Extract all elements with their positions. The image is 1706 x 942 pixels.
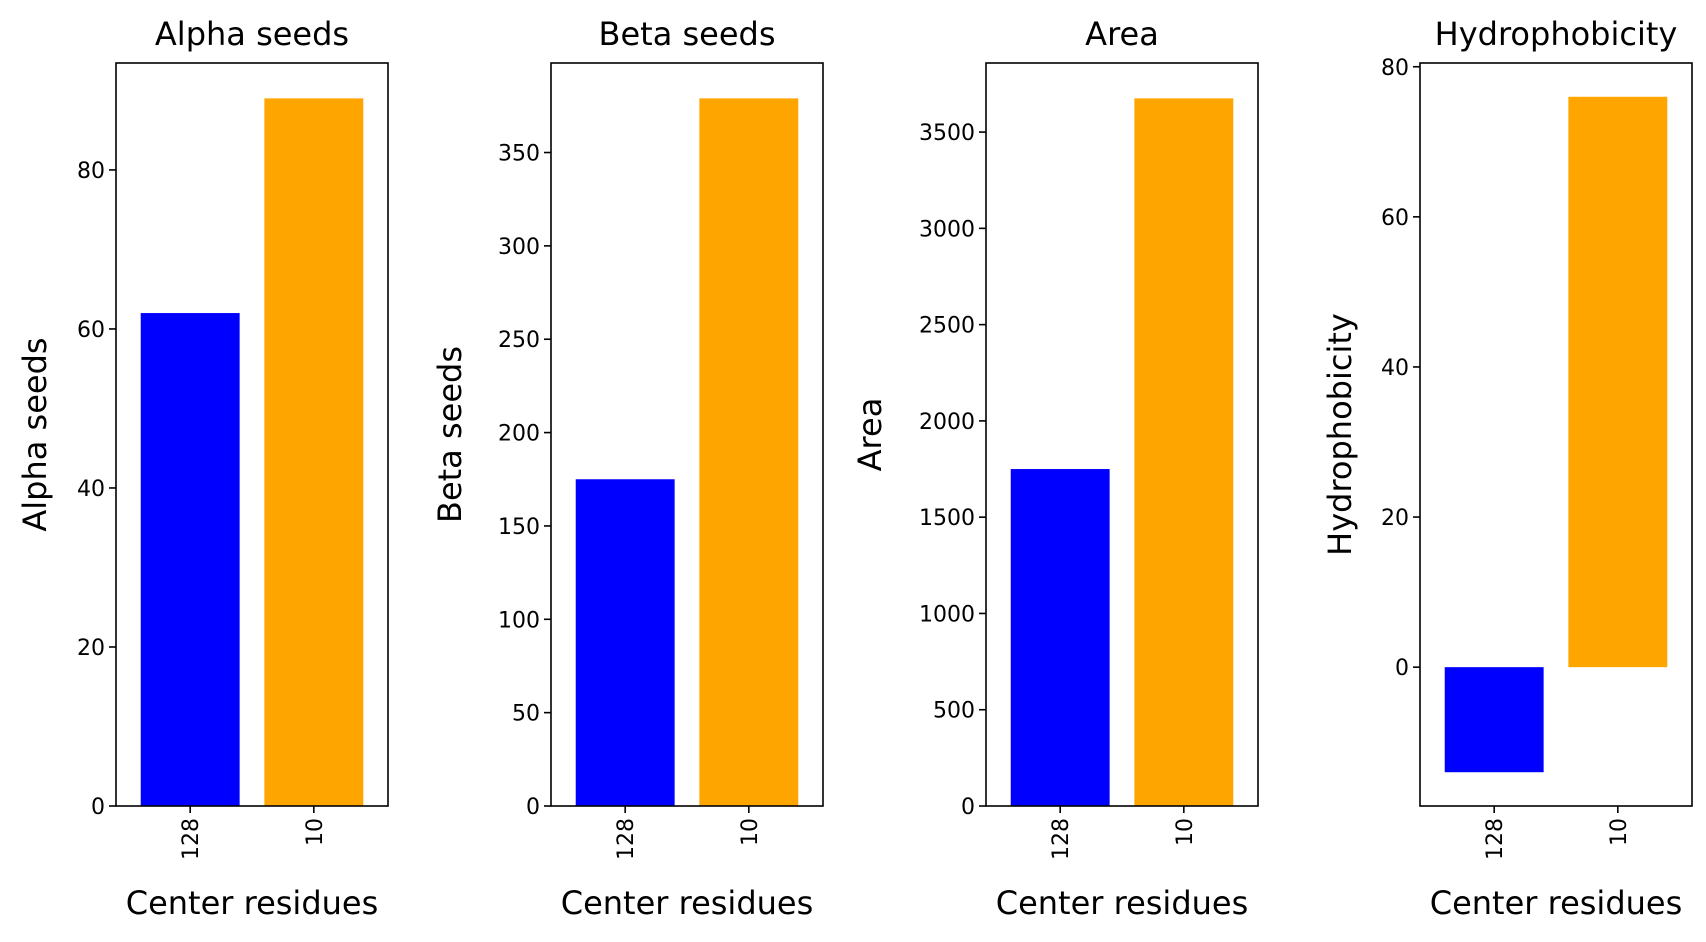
axes-frame [115, 62, 389, 807]
y-tick-label: 40 [1381, 356, 1409, 381]
y-tick-label: 2000 [919, 410, 975, 435]
x-tick-label: 10 [738, 818, 763, 846]
y-tick-label: 0 [91, 795, 105, 820]
y-tick-label: 300 [498, 235, 540, 260]
axes-frame [985, 62, 1259, 807]
y-tick-label: 1000 [919, 602, 975, 627]
y-axis-label: Beta seeds [431, 346, 469, 523]
y-tick-label: 3000 [919, 217, 975, 242]
axes-frame [550, 62, 824, 807]
y-tick-label: 50 [512, 702, 540, 727]
y-tick-label: 80 [1381, 56, 1409, 81]
y-tick-label: 80 [77, 159, 105, 184]
y-tick-label: 250 [498, 328, 540, 353]
y-tick-label: 20 [77, 636, 105, 661]
bar-10 [699, 98, 799, 806]
bar-10 [1568, 96, 1668, 668]
x-tick-label: 128 [179, 818, 204, 860]
chart-title: Hydrophobicity [1435, 15, 1678, 53]
x-axis-label: Center residues [126, 884, 379, 922]
y-tick-label: 100 [498, 608, 540, 633]
bar-128 [1444, 667, 1544, 773]
bar-10 [264, 98, 364, 806]
y-tick-label: 0 [1395, 656, 1409, 681]
x-tick-label: 128 [614, 818, 639, 860]
y-tick-label: 350 [498, 142, 540, 167]
axes-frame [1419, 62, 1693, 807]
y-tick-label: 40 [77, 477, 105, 502]
y-tick-label: 60 [77, 318, 105, 343]
y-tick-label: 1500 [919, 506, 975, 531]
bar-128 [575, 479, 675, 806]
x-tick-label: 10 [303, 818, 328, 846]
x-axis-label: Center residues [996, 884, 1249, 922]
x-tick-label: 10 [1173, 818, 1198, 846]
y-axis-label: Alpha seeds [16, 337, 54, 531]
y-tick-label: 500 [933, 699, 975, 724]
y-tick-label: 2500 [919, 314, 975, 339]
y-tick-label: 0 [961, 795, 975, 820]
x-axis-label: Center residues [561, 884, 814, 922]
y-tick-label: 20 [1381, 506, 1409, 531]
x-tick-label: 128 [1049, 818, 1074, 860]
y-tick-label: 150 [498, 515, 540, 540]
x-tick-label: 10 [1607, 818, 1632, 846]
bar-128 [140, 313, 240, 806]
x-axis-label: Center residues [1430, 884, 1683, 922]
y-tick-label: 200 [498, 422, 540, 447]
y-tick-label: 3500 [919, 121, 975, 146]
y-tick-label: 0 [526, 795, 540, 820]
chart-title: Area [1085, 15, 1159, 53]
bar-10 [1134, 98, 1234, 806]
y-axis-label: Hydrophobicity [1321, 313, 1359, 556]
x-tick-label: 128 [1483, 818, 1508, 860]
chart-title: Beta seeds [599, 15, 776, 53]
y-axis-label: Area [851, 398, 889, 472]
y-tick-label: 60 [1381, 206, 1409, 231]
bar-128 [1010, 469, 1110, 806]
chart-title: Alpha seeds [155, 15, 349, 53]
